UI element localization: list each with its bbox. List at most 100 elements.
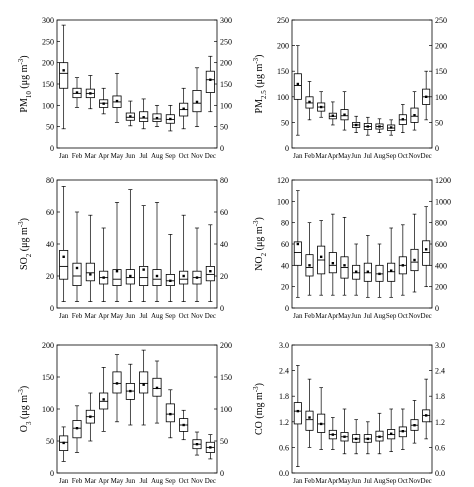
x-tick-label: Mar bbox=[84, 152, 96, 160]
x-tick-label: Sep bbox=[386, 477, 397, 485]
x-tick-label: May bbox=[111, 152, 124, 160]
y-right-tick-label: 50 bbox=[220, 123, 228, 132]
box-mar bbox=[317, 387, 326, 450]
mean-marker bbox=[62, 69, 65, 72]
x-tick-label: Oct bbox=[179, 152, 189, 160]
x-tick-label: Oct bbox=[398, 477, 408, 485]
mean-marker bbox=[296, 82, 300, 86]
mean-marker bbox=[155, 386, 159, 390]
box-iqr bbox=[139, 265, 149, 286]
mean-marker bbox=[102, 102, 105, 105]
mean-marker bbox=[308, 264, 311, 267]
x-tick-label: Apr bbox=[98, 477, 110, 485]
y-tick-label: 40 bbox=[281, 261, 289, 270]
box-mar bbox=[85, 214, 95, 302]
y-axis-label: O3 (μg m-3) bbox=[17, 386, 33, 432]
x-tick-label: Jun bbox=[125, 312, 135, 320]
x-tick-label: Aug bbox=[151, 312, 164, 320]
mean-marker bbox=[209, 78, 212, 81]
plot-frame bbox=[291, 179, 433, 309]
x-tick-label: May bbox=[338, 152, 351, 160]
mean-marker bbox=[354, 270, 358, 273]
mean-marker bbox=[182, 274, 185, 278]
x-tick-label: Jun bbox=[125, 152, 135, 160]
box-aug bbox=[152, 360, 162, 424]
x-tick-label: Sep bbox=[386, 152, 397, 160]
box-may bbox=[112, 202, 122, 302]
x-tick-label: Aug bbox=[151, 477, 164, 485]
mean-marker bbox=[366, 125, 370, 128]
box-dec bbox=[205, 434, 215, 460]
x-tick-label: Apr bbox=[98, 312, 110, 320]
mean-marker bbox=[155, 116, 159, 120]
y-right-tick-label: 200 bbox=[220, 341, 232, 350]
mean-marker bbox=[319, 255, 323, 258]
mean-marker bbox=[378, 125, 381, 128]
box-iqr bbox=[205, 70, 215, 93]
x-tick-label: Dec bbox=[205, 152, 216, 160]
x-tick-label: Feb bbox=[72, 477, 83, 485]
mean-marker bbox=[195, 100, 199, 104]
mean-marker bbox=[319, 105, 323, 109]
box-iqr bbox=[112, 269, 122, 287]
plot-frame bbox=[56, 19, 218, 149]
x-tick-label: Feb bbox=[72, 312, 83, 320]
x-tick-label: Feb bbox=[304, 477, 315, 485]
x-tick-label: Nov bbox=[191, 477, 204, 485]
y-right-tick-label: 0 bbox=[435, 144, 439, 153]
y-tick-label: 0 bbox=[50, 469, 54, 478]
box-may bbox=[112, 72, 122, 123]
x-tick-label: Nov bbox=[408, 152, 421, 160]
x-tick-label: Dec bbox=[205, 312, 216, 320]
x-tick-label: Oct bbox=[398, 152, 408, 160]
y-tick-label: 0.6 bbox=[279, 443, 289, 452]
box-mar bbox=[317, 91, 326, 118]
mean-marker bbox=[366, 270, 370, 273]
x-tick-label: Jun bbox=[351, 477, 361, 485]
y-tick-label: 50 bbox=[46, 437, 54, 446]
x-tick-label: Jul bbox=[364, 152, 372, 160]
mean-marker bbox=[331, 433, 335, 436]
x-tick-label: May bbox=[338, 477, 351, 485]
y-tick-label: 60 bbox=[281, 240, 289, 249]
x-tick-label: Jan bbox=[293, 312, 303, 320]
box-jul bbox=[363, 421, 372, 455]
y-right-tick-label: 400 bbox=[435, 261, 447, 270]
x-tick-label: Nov bbox=[191, 312, 204, 320]
y-axis-label: SO2 (μg m-3) bbox=[17, 218, 33, 270]
box-dec bbox=[205, 55, 215, 113]
box-oct bbox=[179, 214, 189, 302]
y-right-tick-label: 250 bbox=[435, 16, 447, 25]
mean-marker bbox=[308, 100, 311, 104]
y-axis-label: NO2 (μg m-3) bbox=[252, 217, 268, 271]
y-right-tick-label: 50 bbox=[435, 118, 443, 127]
x-tick-label: Oct bbox=[398, 312, 408, 320]
mean-marker bbox=[389, 269, 393, 272]
y-right-tick-label: 60 bbox=[220, 208, 228, 217]
plot-frame bbox=[291, 344, 433, 474]
mean-marker bbox=[378, 272, 381, 276]
y-tick-label: 100 bbox=[277, 93, 289, 102]
mean-marker bbox=[115, 382, 119, 385]
x-tick-label: Apr bbox=[327, 477, 339, 485]
box-iqr bbox=[387, 262, 396, 282]
box-mar bbox=[85, 75, 95, 110]
x-tick-label: Dec bbox=[421, 312, 432, 320]
y-tick-label: 20 bbox=[281, 283, 289, 292]
x-tick-label: May bbox=[111, 312, 124, 320]
mean-marker bbox=[401, 429, 405, 433]
y-tick-label: 120 bbox=[277, 176, 289, 185]
y-tick-label: 200 bbox=[277, 42, 289, 51]
box-feb bbox=[305, 81, 314, 121]
box-jun bbox=[352, 419, 361, 455]
x-tick-label: Aug bbox=[373, 152, 386, 160]
mean-marker bbox=[129, 115, 132, 118]
y-right-tick-label: 200 bbox=[220, 59, 232, 68]
mean-marker bbox=[129, 389, 132, 393]
box-dec bbox=[422, 70, 431, 121]
y-right-tick-label: 0.6 bbox=[435, 443, 445, 452]
mean-marker bbox=[296, 242, 300, 246]
y-right-tick-label: 150 bbox=[220, 80, 232, 89]
y-right-tick-label: 1.8 bbox=[435, 392, 445, 401]
x-tick-label: May bbox=[338, 312, 351, 320]
